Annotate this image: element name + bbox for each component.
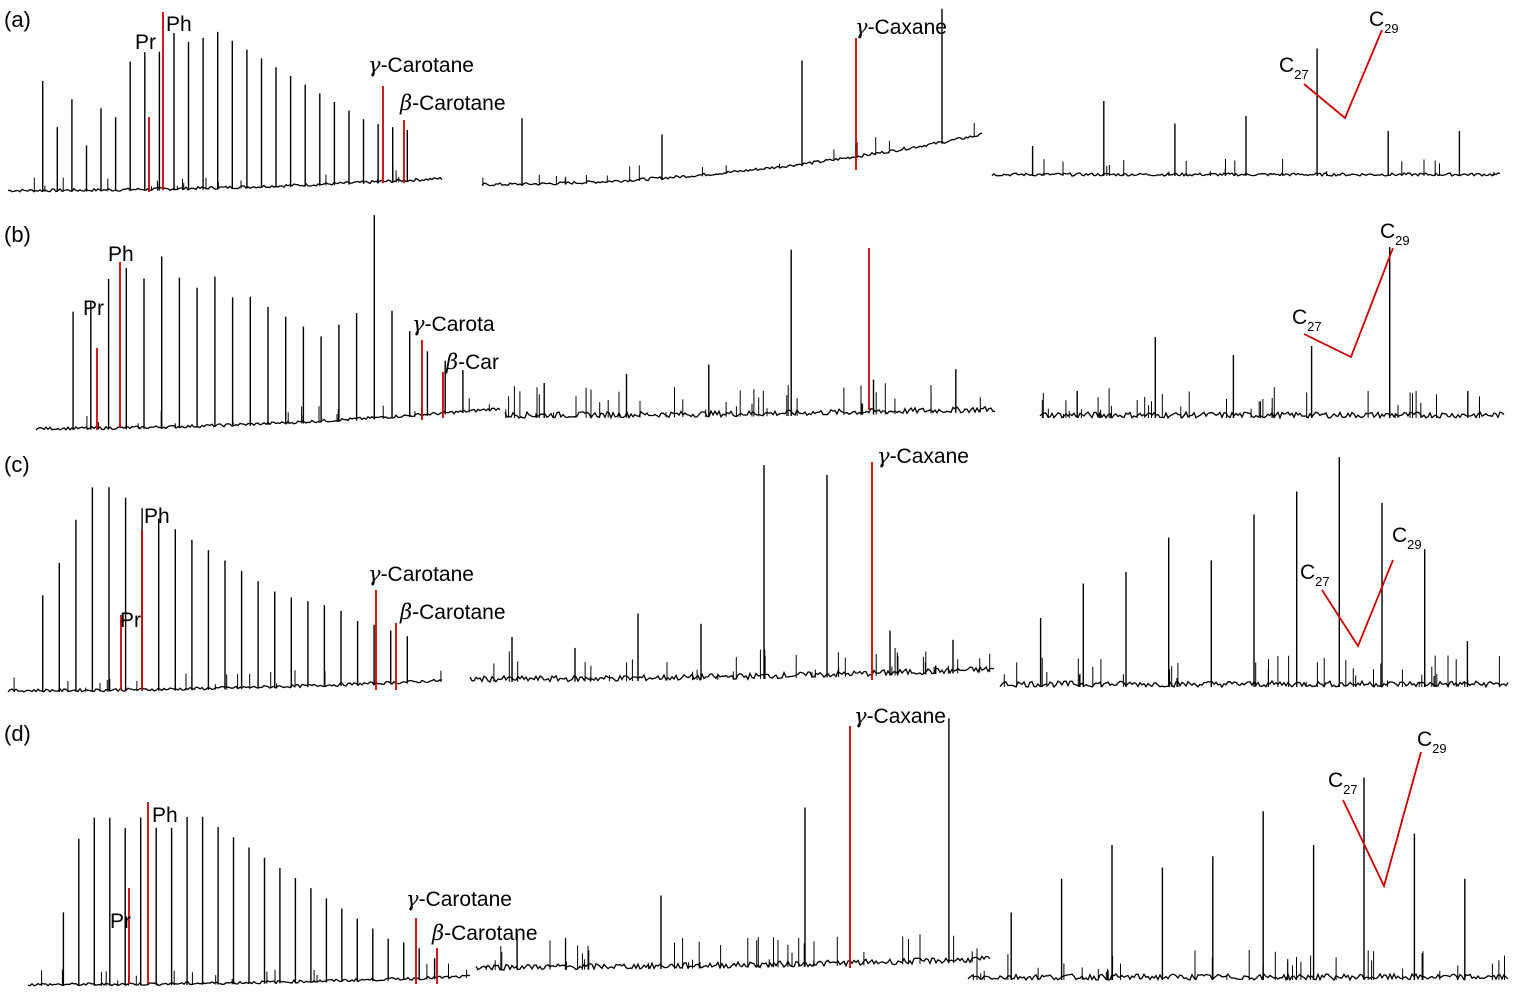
panel-d-gamma-caxane-label: γ-Caxane [854, 704, 946, 728]
panel-c-c27-label: C27 [1300, 561, 1330, 589]
label-subscript: 27 [1315, 574, 1329, 589]
panel-d-ph-label: Ph [152, 804, 178, 827]
panel-a: (a) Pr Ph γ-Carotane β-Carotane γ-Caxane… [4, 7, 1501, 193]
panel-b-red [96, 247, 1394, 430]
greek-gamma: γ [877, 444, 890, 468]
panel-b-ph-label: Ph [108, 243, 134, 266]
c27-c29-connector [1342, 751, 1422, 889]
greek-gamma: γ [854, 704, 867, 728]
panel-d-c27-label: C27 [1328, 769, 1358, 797]
panel-c-ph-label: Ph [144, 505, 170, 528]
panel-d-beta-carotane-label: β-Carotane [431, 921, 538, 945]
chromatogram-baseline [481, 132, 983, 187]
panel-c-beta-carotane-label: β-Carotane [399, 600, 506, 624]
panel-d-letter: (d) [4, 721, 31, 746]
label-text: -Carotane [381, 54, 474, 77]
panel-b-beta-carotane-label: β-Car [445, 350, 499, 374]
label-base: C [1292, 306, 1307, 329]
panel-b: (b) Pr Ph γ-Carota β-Car C27 C29 [4, 215, 1505, 431]
label-subscript: 27 [1307, 319, 1321, 334]
c27-c29-connector [1321, 559, 1394, 648]
panel-b-clip-labels: γ-Carota β-Car [412, 312, 499, 374]
greek-beta: β [399, 91, 412, 115]
panel-b-letter: (b) [4, 222, 31, 247]
panel-a-red [148, 12, 1383, 192]
panel-a-gamma-caxane-label: γ-Caxane [855, 15, 947, 39]
label-base: C [1328, 769, 1343, 792]
label-text: -Carotane [412, 601, 505, 624]
label-text: -Carotane [381, 563, 474, 586]
panel-d-red [128, 726, 1422, 984]
panel-a-beta-carotane-label: β-Carotane [399, 91, 506, 115]
label-subscript: 29 [1407, 537, 1421, 552]
label-text: -Caxane [890, 445, 969, 468]
panel-a-gamma-carotane-label: γ-Carotane [368, 53, 474, 77]
label-subscript: 29 [1395, 233, 1409, 248]
c27-c29-connector [1303, 247, 1394, 359]
chromatogram-baseline [504, 405, 996, 420]
label-text: -Carotane [412, 92, 505, 115]
label-base: C [1392, 524, 1407, 547]
panel-c-c29-label: C29 [1392, 524, 1422, 552]
greek-beta: β [431, 921, 444, 945]
panel-a-ph-label: Ph [166, 13, 192, 36]
label-base: C [1417, 728, 1432, 751]
label-base: C [1300, 561, 1315, 584]
label-text: -Carotane [419, 888, 512, 911]
greek-gamma: γ [855, 15, 868, 39]
label-subscript: 27 [1343, 782, 1357, 797]
panel-a-traces [7, 8, 1501, 193]
label-subscript: 29 [1384, 21, 1398, 36]
greek-gamma: γ [368, 562, 381, 586]
label-text: -Car [458, 351, 499, 374]
panel-c-pr-label: Pr [120, 609, 141, 632]
greek-gamma: γ [406, 887, 419, 911]
panel-d-traces [27, 718, 1509, 987]
panel-b-traces [35, 215, 1505, 431]
panel-c-gamma-carotane-label: γ-Carotane [368, 562, 474, 586]
panel-b-pr-label: Pr [83, 297, 104, 320]
panel-a-c27-label: C27 [1279, 54, 1309, 82]
label-text: -Carotane [444, 922, 537, 945]
panel-d: (d) Pr Ph γ-Carotane β-Carotane γ-Caxane… [4, 704, 1509, 987]
panel-c-red [120, 462, 1394, 690]
chromatogram-baseline [7, 176, 443, 193]
label-text: -Carota [425, 313, 495, 336]
panel-a-c29-label: C29 [1369, 8, 1399, 36]
panel-c-gamma-caxane-label: γ-Caxane [877, 444, 969, 468]
label-base: C [1279, 54, 1294, 77]
panel-d-pr-label: Pr [110, 910, 131, 933]
chromatogram-baseline [967, 972, 1509, 982]
label-text: -Caxane [867, 705, 946, 728]
chromatogram-baseline [469, 665, 995, 683]
panel-a-letter: (a) [4, 7, 31, 32]
panel-b-gamma-carotane-label: γ-Carota [412, 312, 495, 336]
panel-a-pr-label: Pr [135, 31, 156, 54]
panel-d-c29-label: C29 [1417, 728, 1447, 756]
greek-gamma: γ [368, 53, 381, 77]
label-base: C [1369, 8, 1384, 31]
label-subscript: 27 [1294, 67, 1308, 82]
label-base: C [1380, 220, 1395, 243]
panel-c: (c) Pr Ph γ-Carotane β-Carotane γ-Caxane… [4, 444, 1509, 693]
panel-c-traces [7, 457, 1509, 693]
label-subscript: 29 [1432, 741, 1446, 756]
panel-d-gamma-carotane-label: γ-Carotane [406, 887, 512, 911]
greek-gamma: γ [412, 312, 425, 336]
chromatogram-baseline [475, 955, 991, 971]
panel-b-c27-label: C27 [1292, 306, 1322, 334]
panel-b-c29-label: C29 [1380, 220, 1410, 248]
panel-c-letter: (c) [4, 452, 30, 477]
greek-beta: β [445, 350, 458, 374]
label-text: -Caxane [868, 16, 947, 39]
c27-c29-connector [1303, 29, 1383, 120]
greek-beta: β [399, 600, 412, 624]
